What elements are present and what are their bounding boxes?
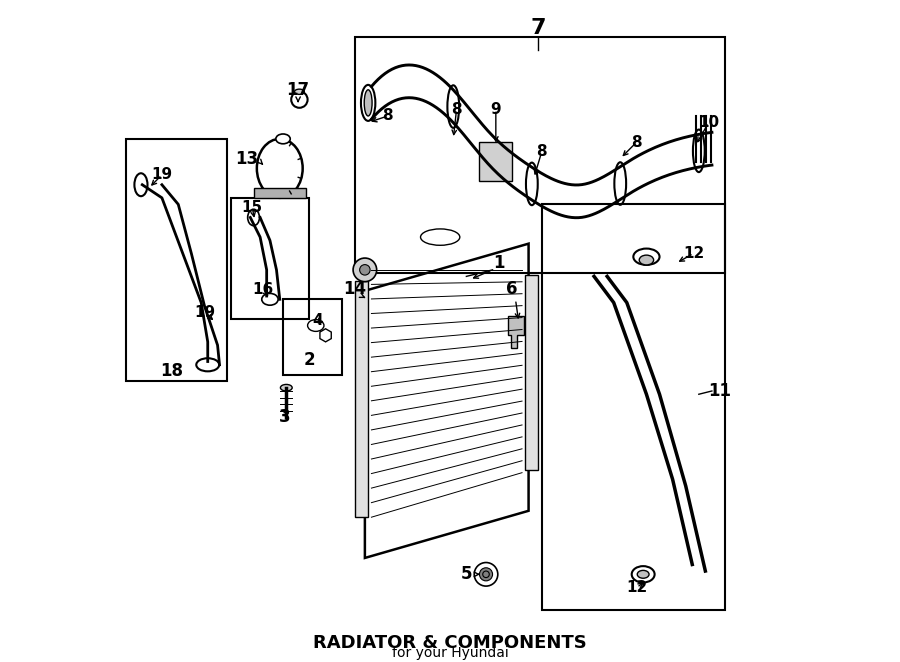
Bar	[126, 139, 228, 381]
Bar	[283, 299, 342, 375]
Ellipse shape	[639, 255, 653, 265]
Ellipse shape	[364, 90, 372, 116]
Ellipse shape	[262, 293, 278, 305]
Circle shape	[474, 563, 498, 586]
Text: 7: 7	[531, 18, 546, 38]
Ellipse shape	[308, 320, 324, 332]
Bar	[356, 281, 368, 517]
Text: 19: 19	[151, 167, 173, 183]
Circle shape	[360, 265, 370, 275]
Text: 11: 11	[708, 382, 732, 400]
Text: 13: 13	[236, 150, 259, 167]
Text: 12: 12	[683, 246, 704, 261]
Text: 17: 17	[286, 81, 310, 99]
Ellipse shape	[361, 85, 375, 121]
Text: RADIATOR & COMPONENTS: RADIATOR & COMPONENTS	[313, 634, 587, 652]
Ellipse shape	[134, 173, 148, 196]
Text: 6: 6	[507, 281, 518, 299]
Text: 2: 2	[303, 352, 315, 369]
Bar	[542, 205, 725, 610]
Ellipse shape	[632, 566, 654, 583]
Text: 10: 10	[698, 115, 719, 130]
Text: 12: 12	[626, 580, 647, 595]
Text: 4: 4	[312, 313, 323, 328]
Ellipse shape	[634, 248, 660, 265]
Bar	[254, 188, 306, 198]
Bar	[356, 37, 725, 273]
Text: 8: 8	[536, 144, 547, 160]
Ellipse shape	[292, 91, 308, 108]
Polygon shape	[508, 316, 524, 348]
Text: 16: 16	[253, 282, 274, 297]
Text: 14: 14	[344, 281, 366, 299]
Text: 19: 19	[194, 305, 215, 320]
Circle shape	[353, 258, 377, 281]
Ellipse shape	[420, 229, 460, 246]
Bar	[480, 142, 512, 181]
Ellipse shape	[248, 209, 259, 226]
Ellipse shape	[637, 571, 649, 578]
Text: 8: 8	[382, 109, 393, 124]
Text: 18: 18	[160, 362, 184, 381]
Bar	[230, 198, 310, 319]
Text: for your Hyundai: for your Hyundai	[392, 646, 508, 660]
Text: 9: 9	[491, 102, 501, 117]
Circle shape	[480, 568, 492, 581]
Text: 8: 8	[631, 134, 642, 150]
Ellipse shape	[275, 134, 290, 144]
Text: 3: 3	[279, 408, 291, 426]
Ellipse shape	[196, 358, 220, 371]
Text: 8: 8	[451, 102, 462, 117]
Ellipse shape	[256, 139, 302, 198]
Ellipse shape	[281, 385, 292, 391]
Ellipse shape	[294, 89, 304, 95]
Text: 5: 5	[461, 565, 472, 583]
Bar	[526, 275, 538, 470]
Text: 1: 1	[493, 254, 505, 272]
Text: 15: 15	[242, 200, 263, 215]
